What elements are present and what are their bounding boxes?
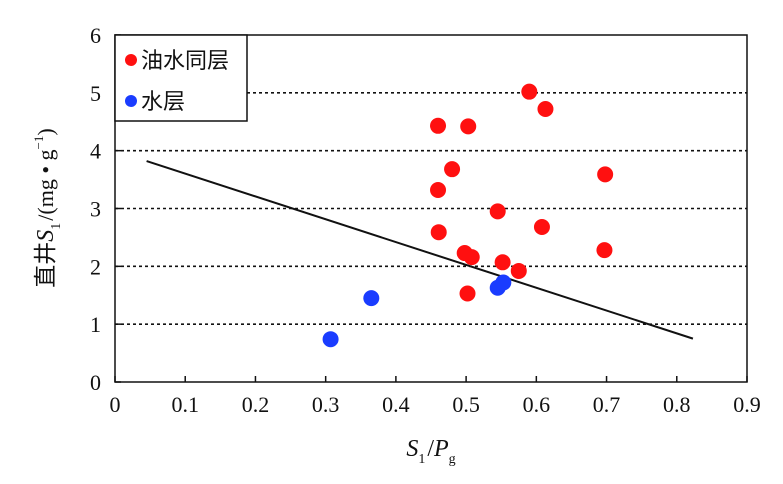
oil-water-point xyxy=(533,219,550,236)
oil-water-point xyxy=(430,117,447,134)
x-tick-label: 0.7 xyxy=(593,392,621,417)
y-title-prefix: 直井 xyxy=(33,242,59,288)
x-tick-label: 0.4 xyxy=(382,392,410,417)
legend-marker-blue xyxy=(125,95,137,107)
y-title-s: S xyxy=(33,230,59,242)
legend-marker-red xyxy=(125,54,137,66)
oil-water-point xyxy=(494,254,511,271)
y-title-sub1: 1 xyxy=(49,223,64,230)
oil-water-point xyxy=(489,203,506,220)
y-title-close: ) xyxy=(33,128,58,135)
legend: 油水同层 水层 xyxy=(114,34,248,122)
oil-water-point xyxy=(537,101,554,118)
data-points xyxy=(322,83,614,348)
x-tick-label: 0.9 xyxy=(733,392,761,417)
trend-line xyxy=(146,160,694,340)
x-tick-label: 0 xyxy=(110,392,121,417)
y-tick-label: 3 xyxy=(90,197,101,222)
x-tick-label: 0.1 xyxy=(171,392,199,417)
y-tick-label: 4 xyxy=(90,139,101,164)
oil-water-point xyxy=(597,166,614,183)
x-title-subg: g xyxy=(449,452,456,467)
y-tick-label: 2 xyxy=(90,254,101,279)
x-tick-label: 0.5 xyxy=(452,392,480,417)
y-title-unit: /(mg • g xyxy=(33,149,58,220)
x-tick-label: 0.8 xyxy=(663,392,691,417)
x-title-s: S xyxy=(406,436,418,462)
y-tick-label: 0 xyxy=(90,370,101,395)
oil-water-point xyxy=(459,285,476,302)
oil-water-point xyxy=(596,242,613,259)
y-tick-label: 1 xyxy=(90,312,101,337)
x-title-slash: / xyxy=(427,436,434,462)
water-point xyxy=(363,290,380,307)
legend-box xyxy=(114,34,248,122)
y-title-sup: −1 xyxy=(31,136,46,150)
y-tick-label: 5 xyxy=(90,81,101,106)
oil-water-point xyxy=(444,161,461,178)
legend-label-oil-water: 油水同层 xyxy=(141,49,229,74)
trend-line-layer xyxy=(146,160,694,340)
y-axis-title: 直井S1 /(mg • g−1) xyxy=(31,128,64,287)
legend-label-water: 水层 xyxy=(141,90,185,115)
x-tick-label: 0.2 xyxy=(242,392,270,417)
x-title-sub1: 1 xyxy=(418,452,425,467)
oil-water-point xyxy=(460,118,477,135)
axis-ticks: 0 0.1 0.2 0.3 0.4 0.5 0.6 0.7 0.8 0.9 0 1 2 3 4 5 6 xyxy=(90,23,761,417)
x-axis-title: S1/Pg xyxy=(406,436,455,467)
oil-water-point xyxy=(430,181,447,198)
x-tick-label: 0.6 xyxy=(523,392,551,417)
x-title-p: P xyxy=(433,436,449,462)
water-point xyxy=(322,331,339,348)
water-point xyxy=(495,274,512,291)
y-tick-label: 6 xyxy=(90,23,101,48)
oil-water-point xyxy=(430,224,447,241)
oil-water-point xyxy=(463,249,480,266)
x-tick-label: 0.3 xyxy=(312,392,340,417)
oil-water-point xyxy=(521,83,538,100)
oil-water-point xyxy=(510,262,527,279)
